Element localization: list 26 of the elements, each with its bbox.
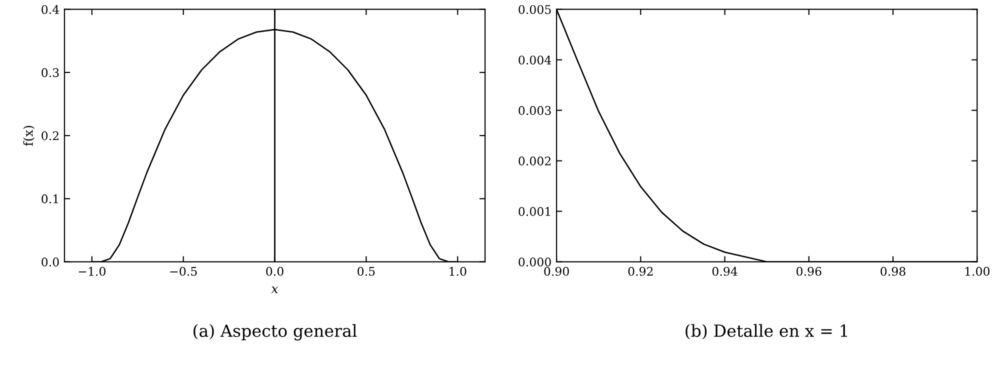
x-tick-label: 0.96	[796, 266, 822, 276]
text: (b) Detalle en x = 1	[686, 324, 848, 340]
y-tick-label: 0.2	[42, 131, 58, 140]
y-tick-label: 0.003	[518, 106, 551, 115]
y-tick-label: 0.002	[518, 156, 551, 166]
y-tick-label: 0.3	[42, 68, 59, 78]
y-tick-label: 0.4	[42, 5, 60, 14]
x-tick-label: 0.94	[712, 266, 738, 276]
y-tick-label: 0.1	[42, 194, 58, 204]
x-tick-label: −1.0	[78, 266, 106, 276]
x-tick-label: 0.5	[358, 266, 375, 276]
y-tick-label: 0.005	[518, 5, 551, 14]
x-tick-label: 1.00	[965, 266, 990, 276]
x-tick-label: 1.0	[450, 266, 466, 276]
x-tick-label: 0.98	[880, 266, 906, 276]
y-tick-label: 0.001	[518, 207, 550, 216]
x-tick-label: −0.5	[170, 266, 197, 276]
text: (a) Aspecto general	[194, 324, 357, 340]
x-tick-label: 0.92	[628, 266, 653, 276]
x-tick-label: 0.90	[544, 266, 569, 276]
x-tick-label: 0.0	[266, 266, 284, 276]
y-tick-label: 0.0	[42, 258, 59, 266]
y-axis-title: f(x)	[23, 126, 35, 146]
x-axis-title: x	[271, 286, 278, 294]
y-tick-label: 0.000	[518, 258, 551, 266]
y-tick-label: 0.004	[518, 56, 552, 64]
